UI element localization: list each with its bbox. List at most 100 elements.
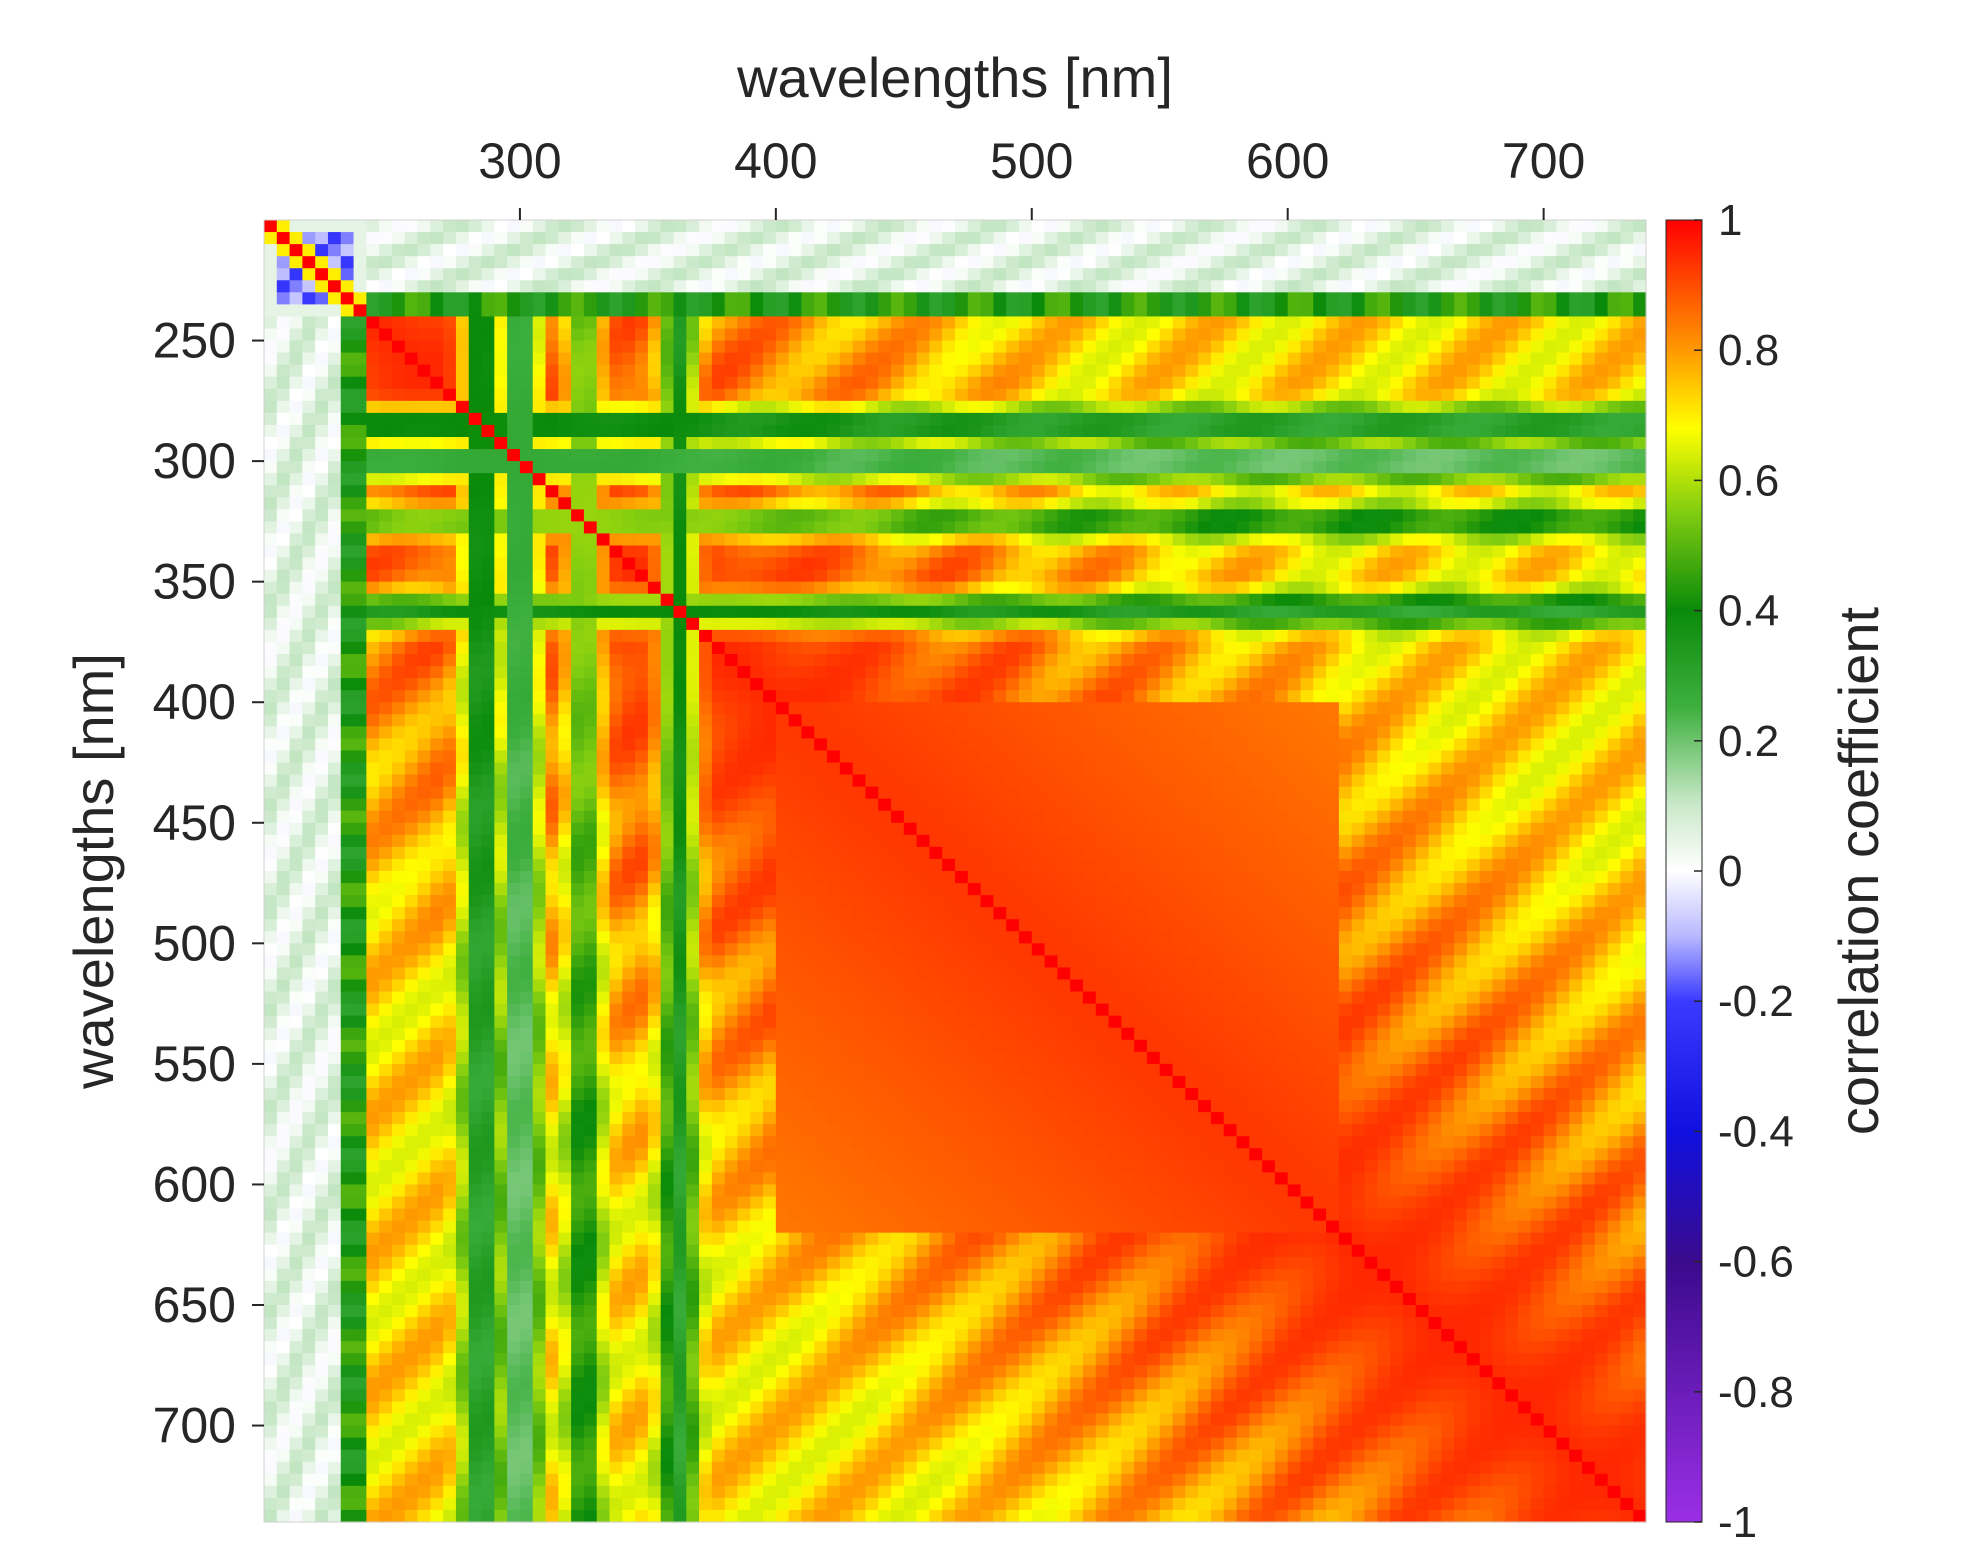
heatmap-cell — [571, 328, 585, 342]
heatmap-cell — [404, 400, 419, 414]
heatmap-cell — [443, 280, 457, 293]
heatmap-cell — [955, 437, 969, 450]
heatmap-cell — [878, 690, 892, 703]
heatmap-cell — [1620, 678, 1634, 691]
heatmap-cell — [1441, 352, 1455, 366]
heatmap-cell — [1466, 388, 1481, 402]
heatmap-cell — [1070, 750, 1084, 764]
heatmap-cell — [1326, 292, 1340, 305]
heatmap-cell — [545, 750, 559, 764]
heatmap-cell — [1377, 364, 1391, 378]
heatmap-cell — [1556, 702, 1570, 715]
heatmap-cell — [1543, 292, 1558, 305]
heatmap-cell — [455, 304, 470, 318]
heatmap-cell — [1479, 726, 1494, 739]
heatmap-cell — [673, 244, 687, 257]
heatmap-cell — [1057, 412, 1071, 426]
heatmap-cell — [1569, 449, 1583, 462]
heatmap-cell — [1479, 268, 1494, 281]
heatmap-cell — [699, 364, 713, 378]
heatmap-cell — [865, 437, 879, 450]
heatmap-cell — [1095, 376, 1110, 390]
heatmap-cell — [1274, 364, 1289, 378]
heatmap-cell — [1492, 400, 1506, 414]
heatmap-cell — [1402, 485, 1417, 498]
heatmap-cell — [1134, 437, 1148, 450]
heatmap-cell — [340, 340, 355, 354]
heatmap-cell — [1236, 666, 1250, 679]
heatmap-cell — [929, 304, 943, 318]
heatmap-cell — [647, 738, 662, 752]
heatmap-cell — [929, 328, 943, 342]
heatmap-cell — [455, 726, 470, 739]
heatmap-cell — [1006, 388, 1020, 402]
heatmap-cell — [801, 533, 815, 547]
heatmap-cell — [980, 461, 994, 474]
heatmap-cell — [814, 497, 828, 510]
heatmap-cell — [1454, 605, 1468, 619]
heatmap-cell — [1415, 280, 1430, 293]
heatmap-cell — [417, 593, 431, 607]
heatmap-cell — [878, 521, 892, 535]
heatmap-cell — [673, 569, 687, 583]
heatmap-cell — [327, 726, 342, 739]
heatmap-cell — [1633, 437, 1647, 450]
heatmap-cell — [507, 232, 521, 245]
heatmap-cell — [1582, 593, 1596, 607]
heatmap-cell — [993, 292, 1007, 305]
heatmap-cell — [942, 485, 956, 498]
heatmap-cell — [737, 473, 751, 486]
heatmap-cell — [929, 533, 943, 547]
heatmap-cell — [916, 533, 931, 547]
heatmap-cell — [1402, 545, 1417, 559]
heatmap-cell — [916, 376, 931, 390]
heatmap-cell — [1338, 232, 1353, 245]
heatmap-cell — [788, 412, 803, 426]
heatmap-cell — [1377, 593, 1391, 607]
heatmap-cell — [1172, 376, 1186, 390]
heatmap-cell — [903, 521, 918, 535]
heatmap-cell — [379, 328, 393, 342]
heatmap-cell — [1594, 509, 1609, 522]
heatmap-cell — [878, 280, 892, 293]
heatmap-cell — [1556, 557, 1570, 571]
heatmap-cell — [1006, 232, 1020, 245]
heatmap-cell — [1262, 557, 1276, 571]
heatmap-cell — [417, 364, 431, 378]
heatmap-cell — [724, 352, 739, 366]
heatmap-cell — [1172, 629, 1186, 643]
heatmap-cell — [1466, 268, 1481, 281]
heatmap-cell — [891, 304, 905, 318]
heatmap-cell — [1006, 557, 1020, 571]
heatmap-cell — [839, 485, 854, 498]
heatmap-cell — [929, 400, 943, 414]
heatmap-cell — [571, 714, 585, 727]
heatmap-cell — [750, 449, 764, 462]
heatmap-cell — [340, 690, 355, 703]
heatmap-cell — [1415, 726, 1430, 739]
heatmap-cell — [1249, 593, 1263, 607]
heatmap-cell — [545, 388, 559, 402]
heatmap-cell — [1198, 461, 1212, 474]
heatmap-cell — [391, 702, 406, 715]
heatmap-cell — [1313, 424, 1327, 438]
heatmap-cell — [1582, 376, 1596, 390]
heatmap-cell — [1530, 232, 1545, 245]
heatmap-cell — [1415, 690, 1430, 703]
heatmap-cell — [750, 292, 764, 305]
heatmap-cell — [1326, 702, 1340, 715]
heatmap-cell — [1006, 412, 1020, 426]
heatmap-cell — [494, 605, 508, 619]
heatmap-cell — [1082, 461, 1097, 474]
heatmap-cell — [1569, 533, 1583, 547]
heatmap-cell — [1479, 424, 1494, 438]
heatmap-cell — [903, 280, 918, 293]
heatmap-cell — [673, 364, 687, 378]
heatmap-cell — [340, 581, 355, 595]
heatmap-cell — [1556, 641, 1570, 655]
heatmap-cell — [1134, 617, 1148, 631]
heatmap-cell — [1006, 497, 1020, 510]
heatmap-cell — [417, 726, 431, 739]
heatmap-cell — [494, 702, 508, 715]
heatmap-cell — [302, 340, 316, 354]
